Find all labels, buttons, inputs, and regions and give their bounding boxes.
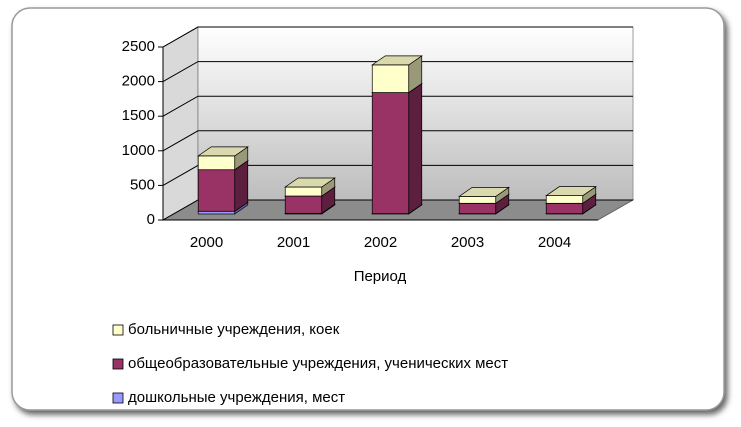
grid-line bbox=[162, 26, 633, 48]
bar-front bbox=[458, 202, 497, 215]
x-tick-label: 2004 bbox=[538, 234, 571, 251]
bar-segment bbox=[197, 146, 249, 171]
bar-top bbox=[371, 55, 423, 66]
legend-swatch bbox=[112, 358, 124, 370]
bar-segment bbox=[545, 185, 597, 204]
y-tick-label: 2500 bbox=[122, 38, 155, 55]
bar-front bbox=[284, 186, 323, 197]
legend: больничные учреждения, коек общеобразоват… bbox=[112, 321, 508, 406]
y-tick-label: 1500 bbox=[122, 107, 155, 124]
legend-swatch bbox=[112, 392, 124, 404]
grid-line bbox=[162, 130, 633, 152]
bar-segment bbox=[284, 177, 336, 197]
bar-top bbox=[545, 186, 597, 197]
bar-front bbox=[371, 64, 410, 93]
x-axis-label: Период bbox=[354, 268, 407, 285]
bar-top bbox=[458, 187, 510, 197]
legend-label: общеобразовательные учреждения, ученичес… bbox=[128, 355, 508, 372]
grid-line bbox=[162, 61, 633, 83]
y-tick-label: 0 bbox=[147, 211, 155, 228]
bar-front bbox=[458, 196, 497, 204]
bar-front bbox=[545, 195, 584, 204]
y-tick-label: 500 bbox=[130, 176, 155, 193]
bar-front bbox=[545, 202, 584, 215]
x-tick-label: 2000 bbox=[190, 234, 223, 251]
side-wall bbox=[162, 26, 199, 221]
bar-top bbox=[284, 177, 336, 188]
y-tick-label: 1000 bbox=[122, 142, 155, 159]
bar-front bbox=[371, 92, 410, 215]
legend-label: больничные учреждения, коек bbox=[128, 321, 340, 338]
bar-front bbox=[197, 169, 236, 212]
y-tick-label: 2000 bbox=[122, 73, 155, 90]
legend-swatch bbox=[112, 324, 124, 336]
bar-segment bbox=[458, 186, 510, 204]
x-tick-label: 2001 bbox=[277, 234, 310, 251]
bar-segment bbox=[371, 82, 423, 215]
bar-top bbox=[197, 146, 249, 157]
plot-area: 0 500 1000 1500 2000 2500 2000 2001 2002 2003 2004 bbox=[122, 26, 635, 251]
x-tick-label: 2003 bbox=[451, 234, 484, 251]
bar-front bbox=[284, 195, 323, 214]
legend-label: дошкольные учреждения, мест bbox=[128, 389, 345, 406]
bar-segment bbox=[371, 55, 423, 94]
bar-side bbox=[408, 82, 423, 215]
grid-line bbox=[162, 95, 633, 117]
bar-front bbox=[197, 155, 236, 171]
x-tick-label: 2002 bbox=[364, 234, 397, 251]
bar-front bbox=[197, 210, 236, 215]
